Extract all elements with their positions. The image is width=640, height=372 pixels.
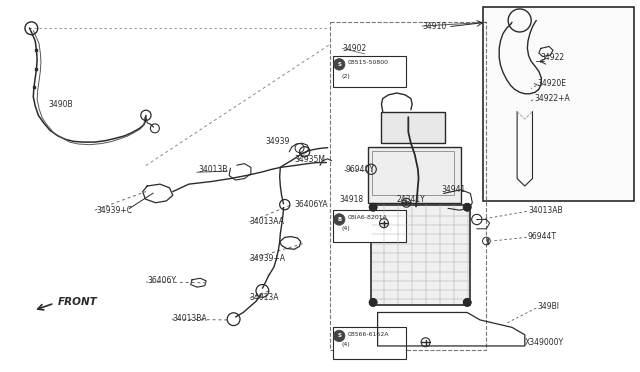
Circle shape bbox=[369, 299, 377, 306]
Text: 08IA6-8201A: 08IA6-8201A bbox=[348, 215, 387, 220]
Text: (4): (4) bbox=[341, 341, 350, 347]
Text: 96944T: 96944T bbox=[528, 232, 557, 241]
Bar bbox=[333, 327, 406, 359]
Circle shape bbox=[463, 299, 471, 306]
Bar bbox=[333, 56, 406, 87]
Circle shape bbox=[333, 330, 345, 341]
Text: S: S bbox=[337, 62, 341, 67]
Text: 34920E: 34920E bbox=[538, 79, 566, 88]
Text: 24341Y: 24341Y bbox=[397, 195, 426, 203]
Text: 36406YA: 36406YA bbox=[294, 200, 328, 209]
Text: 3490B: 3490B bbox=[48, 100, 72, 109]
Text: 349BI: 349BI bbox=[538, 302, 559, 311]
Text: 34939+C: 34939+C bbox=[96, 206, 132, 215]
Text: 34922: 34922 bbox=[541, 53, 565, 62]
Bar bbox=[330, 22, 486, 350]
Bar bbox=[372, 151, 454, 195]
Text: 34013AA: 34013AA bbox=[250, 217, 285, 226]
Text: (2): (2) bbox=[341, 74, 350, 79]
Text: 34910: 34910 bbox=[422, 22, 447, 31]
Circle shape bbox=[463, 203, 471, 211]
Bar bbox=[368, 147, 461, 203]
Text: 96940Y: 96940Y bbox=[346, 165, 374, 174]
Circle shape bbox=[369, 203, 377, 211]
Text: FRONT: FRONT bbox=[58, 297, 97, 307]
Text: 34935M: 34935M bbox=[294, 155, 325, 164]
Text: 34013AB: 34013AB bbox=[528, 206, 563, 215]
Text: S: S bbox=[337, 333, 341, 339]
Text: 08566-6162A: 08566-6162A bbox=[348, 331, 389, 337]
Bar bbox=[371, 205, 470, 305]
Text: 34922+A: 34922+A bbox=[534, 94, 570, 103]
Text: 34013A: 34013A bbox=[250, 293, 279, 302]
Text: 34013BA: 34013BA bbox=[173, 314, 207, 323]
Text: 08515-50800: 08515-50800 bbox=[348, 60, 388, 65]
Text: 34941: 34941 bbox=[442, 185, 466, 194]
Text: 34918: 34918 bbox=[339, 195, 364, 203]
Text: 34939+A: 34939+A bbox=[250, 254, 285, 263]
Bar bbox=[381, 112, 445, 143]
Text: X349000Y: X349000Y bbox=[525, 338, 564, 347]
Text: (4): (4) bbox=[341, 226, 350, 231]
Bar bbox=[483, 7, 634, 201]
Text: 34902: 34902 bbox=[342, 44, 367, 53]
Circle shape bbox=[333, 214, 345, 225]
Text: 36406Y: 36406Y bbox=[147, 276, 176, 285]
Text: 34013B: 34013B bbox=[198, 165, 228, 174]
Text: 34939: 34939 bbox=[266, 137, 290, 146]
Text: B: B bbox=[337, 217, 341, 222]
Circle shape bbox=[333, 59, 345, 70]
Bar bbox=[333, 210, 406, 242]
